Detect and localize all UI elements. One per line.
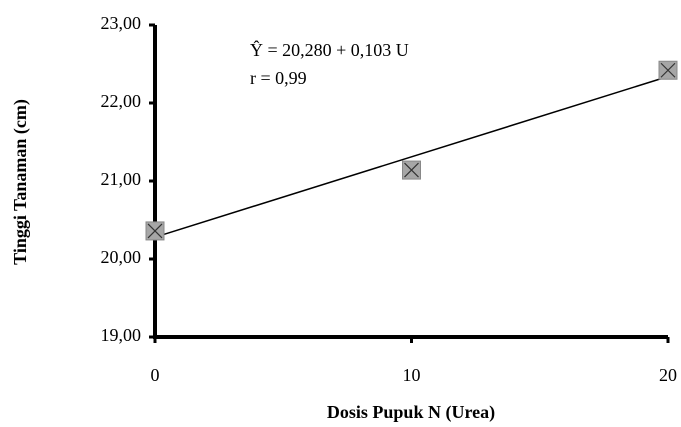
y-tick-label: 20,00	[101, 247, 142, 267]
data-point	[402, 160, 421, 180]
y-axis-title: Tinggi Tanaman (cm)	[10, 99, 31, 265]
data-point	[145, 221, 165, 241]
y-tick-label: 22,00	[101, 91, 142, 111]
correlation: r = 0,99	[250, 68, 307, 88]
trendline	[154, 75, 669, 238]
data-point	[658, 60, 678, 80]
y-tick-label: 23,00	[101, 13, 142, 33]
marker-part	[147, 223, 163, 239]
x-axis-title: Dosis Pupuk N (Urea)	[327, 402, 495, 423]
y-tick-label: 21,00	[101, 169, 142, 189]
x-tick-label: 10	[403, 365, 421, 385]
x-tick-label: 0	[151, 365, 160, 385]
x-tick-label: 20	[659, 365, 677, 385]
equation: Ŷ = 20,280 + 0,103 U	[250, 39, 409, 60]
marker-part	[404, 162, 419, 178]
marker-part	[660, 62, 676, 78]
y-tick-label: 19,00	[101, 325, 142, 345]
